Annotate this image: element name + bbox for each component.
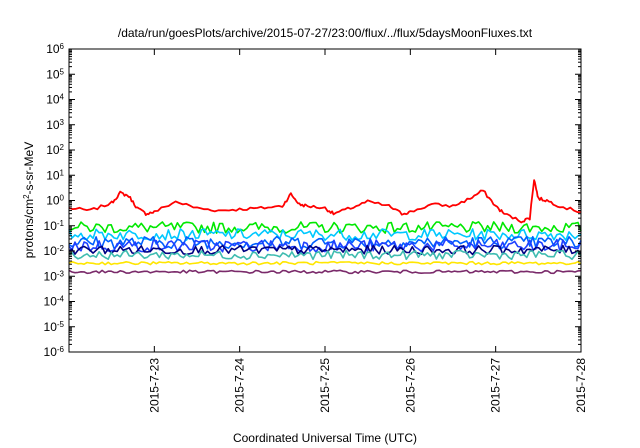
y-tick-label: 103 [46,117,64,132]
y-axis-label-rest: -s-sr-MeV [22,142,36,195]
y-tick-label: 104 [46,92,64,107]
y-axis-label: protons/cm2-s-sr-MeV [22,142,37,258]
series-line-4 [68,238,582,253]
y-axis-label-main: protons/cm [22,199,36,258]
x-tick-label: 2015-7-23 [147,358,161,413]
x-tick-label: 2015-7-26 [403,358,417,413]
y-tick-label: 10-5 [44,319,65,334]
y-axis-label-sup: 2 [22,194,31,199]
series-line-8 [68,269,582,275]
y-tick-label: 10-4 [44,294,65,309]
x-tick-label: 2015-7-27 [489,358,503,413]
series-line-6 [68,249,582,261]
series-line-0 [68,179,582,224]
series-line-1 [68,221,582,234]
series-line-7 [68,260,582,266]
y-tick-label: 101 [46,168,64,183]
x-tick-label: 2015-7-25 [318,358,332,413]
y-tick-label: 102 [46,143,64,158]
series-line-3 [68,235,582,250]
y-tick-label: 10-1 [44,218,65,233]
x-tick-label: 2015-7-24 [233,358,247,413]
y-tick-label: 105 [46,67,64,82]
y-tick-label: 100 [46,193,64,208]
y-tick-label: 10-6 [44,345,65,360]
x-axis: 2015-7-23 2015-7-24 2015-7-25 2015-7-26 2015… [68,49,588,413]
y-tick-label: 106 [46,42,64,57]
chart-title: /data/run/goesPlots/archive/2015-07-27/2… [118,26,533,40]
y-tick-label: 10-2 [44,244,65,259]
series-line-5 [68,244,582,256]
y-tick-label: 10-3 [44,269,65,284]
x-tick-label: 2015-7-28 [574,358,588,413]
series-layer [68,179,582,275]
x-axis-label: Coordinated Universal Time (UTC) [233,431,417,445]
